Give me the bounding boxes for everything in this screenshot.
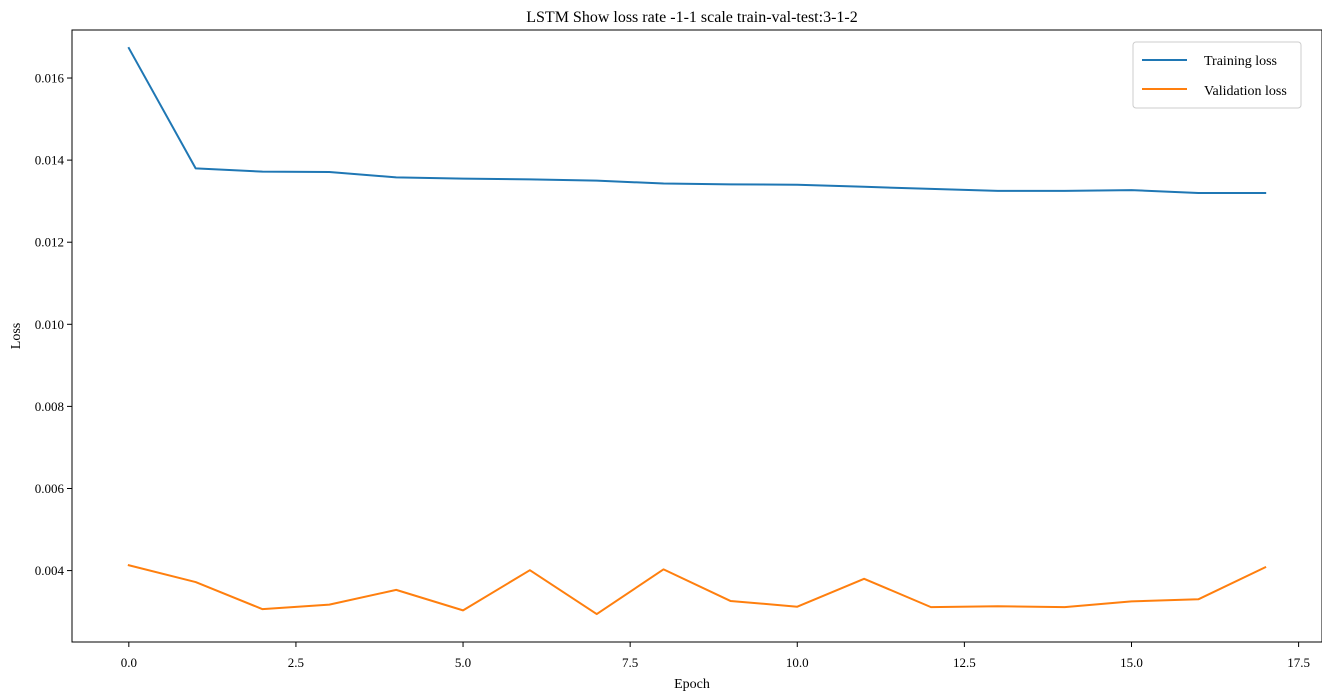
x-tick-label: 0.0 — [121, 655, 137, 670]
legend-label-validation: Validation loss — [1204, 84, 1287, 99]
series-line-0 — [127, 46, 1267, 194]
y-tick-label: 0.014 — [35, 153, 65, 168]
y-tick-label: 0.006 — [35, 481, 65, 496]
x-tick-label: 5.0 — [455, 655, 471, 670]
x-tick-label: 17.5 — [1287, 655, 1310, 670]
y-tick-label: 0.016 — [35, 71, 65, 86]
legend-label-training: Training loss — [1204, 54, 1277, 69]
y-axis-label: Loss — [9, 323, 24, 349]
x-axis-ticks: 0.0 2.5 5.0 7.5 10.0 12.5 15.0 17.5 — [121, 642, 1310, 670]
series-layer — [127, 46, 1267, 616]
legend-box — [1132, 41, 1302, 109]
chart-title: LSTM Show loss rate -1-1 scale train-val… — [526, 9, 857, 26]
y-tick-label: 0.008 — [35, 399, 64, 414]
y-tick-label: 0.010 — [35, 317, 64, 332]
x-tick-label: 2.5 — [288, 655, 304, 670]
plot-frame — [71, 29, 1322, 643]
plot-area — [72, 30, 1322, 642]
x-tick-label: 12.5 — [953, 655, 976, 670]
series-line-1 — [127, 564, 1267, 616]
y-tick-label: 0.004 — [35, 563, 65, 578]
x-tick-label: 7.5 — [622, 655, 638, 670]
y-axis-ticks: 0.004 0.006 0.008 0.010 0.012 0.014 0.016 — [35, 71, 72, 578]
x-tick-label: 15.0 — [1120, 655, 1143, 670]
x-tick-label: 10.0 — [786, 655, 809, 670]
legend: Training loss Validation loss — [1132, 41, 1302, 109]
y-tick-label: 0.012 — [35, 235, 64, 250]
x-axis-label: Epoch — [674, 677, 710, 692]
